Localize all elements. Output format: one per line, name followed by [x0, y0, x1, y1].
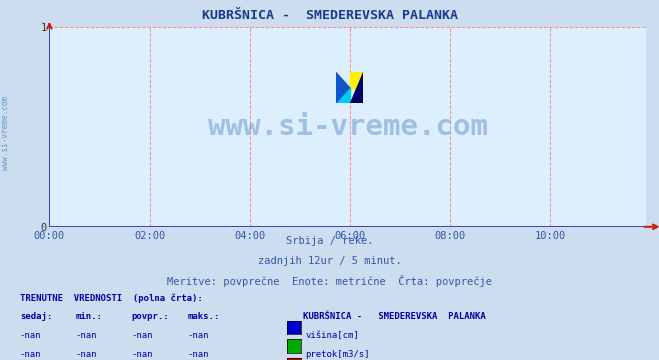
Bar — [349, 72, 363, 87]
Text: KUBRŠNICA -   SMEDEREVSKA  PALANKA: KUBRŠNICA - SMEDEREVSKA PALANKA — [303, 312, 486, 321]
Text: maks.:: maks.: — [188, 312, 220, 321]
Polygon shape — [349, 72, 363, 103]
Text: -nan: -nan — [20, 350, 42, 359]
Text: min.:: min.: — [76, 312, 103, 321]
Text: pretok[m3/s]: pretok[m3/s] — [305, 350, 370, 359]
Text: TRENUTNE  VREDNOSTI  (polna črta):: TRENUTNE VREDNOSTI (polna črta): — [20, 293, 202, 303]
Text: -nan: -nan — [188, 331, 210, 340]
Text: -nan: -nan — [20, 331, 42, 340]
Text: -nan: -nan — [76, 350, 98, 359]
Text: sedaj:: sedaj: — [20, 312, 52, 321]
Text: -nan: -nan — [132, 350, 154, 359]
Polygon shape — [335, 72, 349, 103]
Text: Meritve: povprečne  Enote: metrične  Črta: povprečje: Meritve: povprečne Enote: metrične Črta:… — [167, 275, 492, 287]
Bar — [335, 87, 349, 103]
Text: -nan: -nan — [188, 350, 210, 359]
Text: Srbija / reke.: Srbija / reke. — [286, 236, 373, 246]
Text: www.si-vreme.com: www.si-vreme.com — [1, 96, 10, 170]
Text: -nan: -nan — [132, 331, 154, 340]
Text: povpr.:: povpr.: — [132, 312, 169, 321]
Text: -nan: -nan — [76, 331, 98, 340]
Text: višina[cm]: višina[cm] — [305, 331, 359, 340]
Text: zadnjih 12ur / 5 minut.: zadnjih 12ur / 5 minut. — [258, 256, 401, 266]
Text: www.si-vreme.com: www.si-vreme.com — [208, 113, 488, 141]
Text: KUBRŠNICA -  SMEDEREVSKA PALANKA: KUBRŠNICA - SMEDEREVSKA PALANKA — [202, 9, 457, 22]
